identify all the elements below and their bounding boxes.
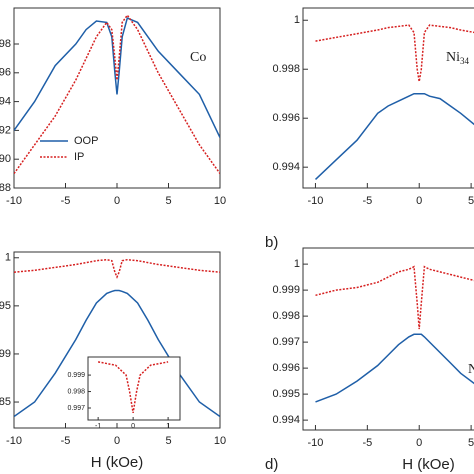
y-tick-label: 92	[0, 124, 11, 136]
series-line	[314, 92, 474, 180]
annotation: Co	[190, 50, 206, 65]
x-tick-label: -5	[362, 195, 372, 207]
x-tick-label: 5	[468, 437, 474, 449]
legend-label: OOP	[74, 135, 98, 147]
panel: -10 -5 0 5 0.994 0.996 0.998 1 Ni34 b)	[265, 7, 474, 251]
series-line	[315, 265, 474, 330]
x-tick-label: 1	[166, 423, 170, 430]
y-tick-label: 99	[0, 348, 11, 360]
y-tick-label: 0.998	[272, 310, 300, 322]
x-tick-label: -10	[307, 195, 323, 207]
y-tick-label: 0.997	[272, 336, 300, 348]
series-group	[315, 265, 474, 403]
y-tick-label: 98	[0, 38, 11, 50]
series-line	[14, 13, 220, 175]
x-tick-label: 0	[416, 437, 422, 449]
x-tick-label: -5	[61, 195, 71, 207]
y-tick-label: 88	[0, 182, 11, 194]
x-tick-label: 0	[114, 195, 120, 207]
plot-area	[13, 7, 221, 189]
y-tick-label: 90	[0, 153, 11, 165]
x-axis-label: H (kOe)	[91, 454, 144, 471]
panel-label: b)	[265, 234, 278, 251]
series-line	[14, 258, 220, 279]
x-tick-label: 10	[214, 435, 226, 447]
panel-label: d)	[265, 456, 278, 473]
x-tick-label: 5	[165, 195, 171, 207]
y-tick-label: 0.994	[272, 161, 300, 173]
panel: -10 -5 0 5 10 88 90 92 94 96 98 Co OOP IP	[0, 7, 226, 207]
y-tick-label: 95	[0, 300, 11, 312]
panel: -1 0 1 0.997 0.998 0.999	[67, 356, 181, 430]
panel: -10 -5 0 5 0.994 0.995 0.996 0.997 0.998 0.999 1 Nd…	[265, 247, 474, 473]
y-tick-label: 1	[5, 252, 11, 264]
plot-area	[87, 356, 181, 421]
x-tick-label: 5	[165, 435, 171, 447]
x-tick-label: -10	[6, 195, 22, 207]
x-tick-label: 5	[468, 195, 474, 207]
y-tick-label: 96	[0, 67, 11, 79]
series-line	[14, 289, 220, 418]
series-group	[97, 361, 169, 414]
y-tick-label: 1	[294, 14, 300, 26]
x-axis-label: H (kOe)	[402, 456, 455, 473]
y-tick-label: 0.996	[272, 362, 300, 374]
y-tick-label: 0.999	[272, 284, 300, 296]
plot-area	[302, 247, 474, 431]
y-tick-label: 0.998	[272, 63, 300, 75]
x-tick-label: -5	[362, 437, 372, 449]
series-group	[314, 24, 474, 180]
y-tick-label: 94	[0, 96, 11, 108]
series-line	[97, 361, 169, 414]
y-tick-label: 0.996	[272, 112, 300, 124]
x-tick-label: -10	[307, 437, 323, 449]
y-tick-label: 85	[0, 396, 11, 408]
legend-label: IP	[74, 151, 84, 163]
x-tick-label: 0	[416, 195, 422, 207]
series-line	[315, 24, 474, 82]
y-tick-label: 0.999	[67, 372, 85, 379]
y-tick-label: 0.994	[272, 414, 300, 426]
annotation: Ni34	[446, 50, 470, 66]
x-tick-label: 10	[214, 195, 226, 207]
x-tick-label: -5	[61, 435, 71, 447]
x-tick-label: -1	[95, 423, 101, 430]
annotation: N	[468, 362, 474, 377]
series-group	[14, 258, 220, 418]
y-tick-label: 0.998	[67, 388, 85, 395]
y-tick-label: 0.995	[272, 388, 300, 400]
plot-area	[302, 7, 474, 189]
y-tick-label: 1	[294, 258, 300, 270]
x-tick-label: -10	[6, 435, 22, 447]
series-group	[14, 13, 220, 175]
y-tick-label: 0.997	[67, 405, 85, 412]
x-tick-label: 0	[131, 423, 135, 430]
annotation-part: Ni	[446, 50, 460, 65]
x-tick-label: 0	[114, 435, 120, 447]
annotation-part: 34	[460, 56, 470, 66]
series-line	[315, 333, 474, 403]
series-line	[14, 17, 220, 138]
